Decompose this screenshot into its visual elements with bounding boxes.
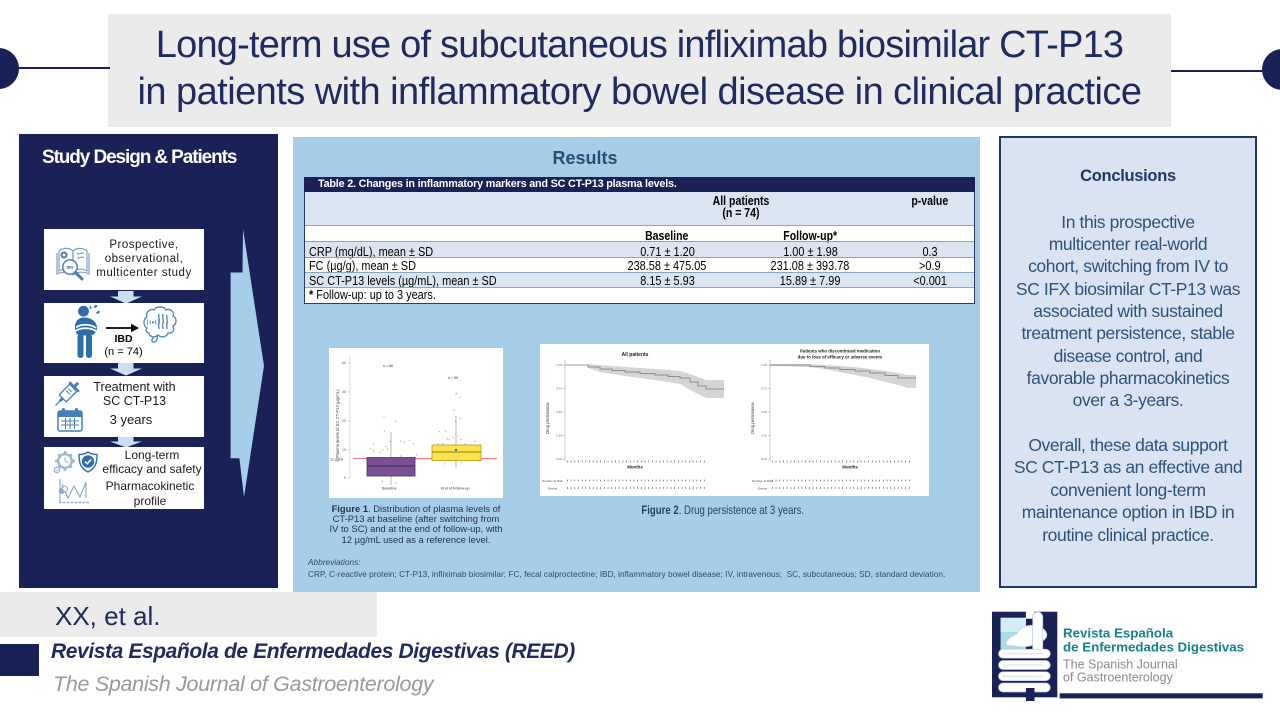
- svg-text:Months: Months: [842, 465, 858, 470]
- svg-text:End of Follow-up: End of Follow-up: [441, 487, 470, 491]
- svg-text:20: 20: [342, 419, 346, 423]
- svg-text:due to loss of efficacy or adv: due to loss of efficacy or adverse event…: [798, 355, 883, 360]
- svg-text:Events: Events: [758, 487, 768, 491]
- svg-text:0.50: 0.50: [761, 410, 767, 414]
- svg-text:Number At Risk: Number At Risk: [752, 479, 773, 483]
- svg-text:10: 10: [342, 448, 346, 452]
- svg-text:The Spanish Journal: The Spanish Journal: [1063, 658, 1178, 672]
- svg-text:12 µg/ml: 12 µg/ml: [330, 457, 343, 461]
- svg-text:Baseline: Baseline: [382, 487, 397, 491]
- svg-text:1.00: 1.00: [761, 363, 767, 367]
- svg-text:Drug persistence: Drug persistence: [545, 402, 550, 434]
- svg-text:40: 40: [342, 390, 346, 394]
- svg-text:Revista Española: Revista Española: [1063, 626, 1174, 641]
- svg-text:IBD: IBD: [67, 265, 74, 270]
- svg-text:Plasma levels of SC CT-P13 (µg: Plasma levels of SC CT-P13 (µg/mL): [335, 389, 340, 458]
- svg-text:Patients who discontinued medi: Patients who discontinued medication: [800, 349, 880, 354]
- svg-text:0.25: 0.25: [761, 434, 767, 438]
- svg-text:Drug persistence: Drug persistence: [750, 402, 755, 434]
- svg-text:60: 60: [342, 361, 346, 365]
- svg-text:All patients: All patients: [622, 352, 649, 358]
- svg-text:0.75: 0.75: [556, 387, 562, 391]
- svg-text:Months: Months: [627, 465, 643, 470]
- svg-text:0.75: 0.75: [761, 387, 767, 391]
- svg-text:n = 59: n = 59: [448, 376, 458, 380]
- svg-text:de Enfermedades Digestivas: de Enfermedades Digestivas: [1063, 640, 1244, 655]
- svg-text:0.50: 0.50: [556, 410, 562, 414]
- svg-text:0.00: 0.00: [556, 457, 562, 461]
- svg-text:Events: Events: [548, 487, 558, 491]
- svg-text:0.00: 0.00: [761, 457, 767, 461]
- svg-text:n = 66: n = 66: [383, 364, 393, 368]
- svg-text:0.25: 0.25: [556, 434, 562, 438]
- svg-text:1.00: 1.00: [556, 363, 562, 367]
- svg-text:0: 0: [344, 476, 346, 480]
- svg-text:of Gastroenterology: of Gastroenterology: [1063, 671, 1174, 685]
- svg-text:Number At Risk: Number At Risk: [542, 479, 563, 483]
